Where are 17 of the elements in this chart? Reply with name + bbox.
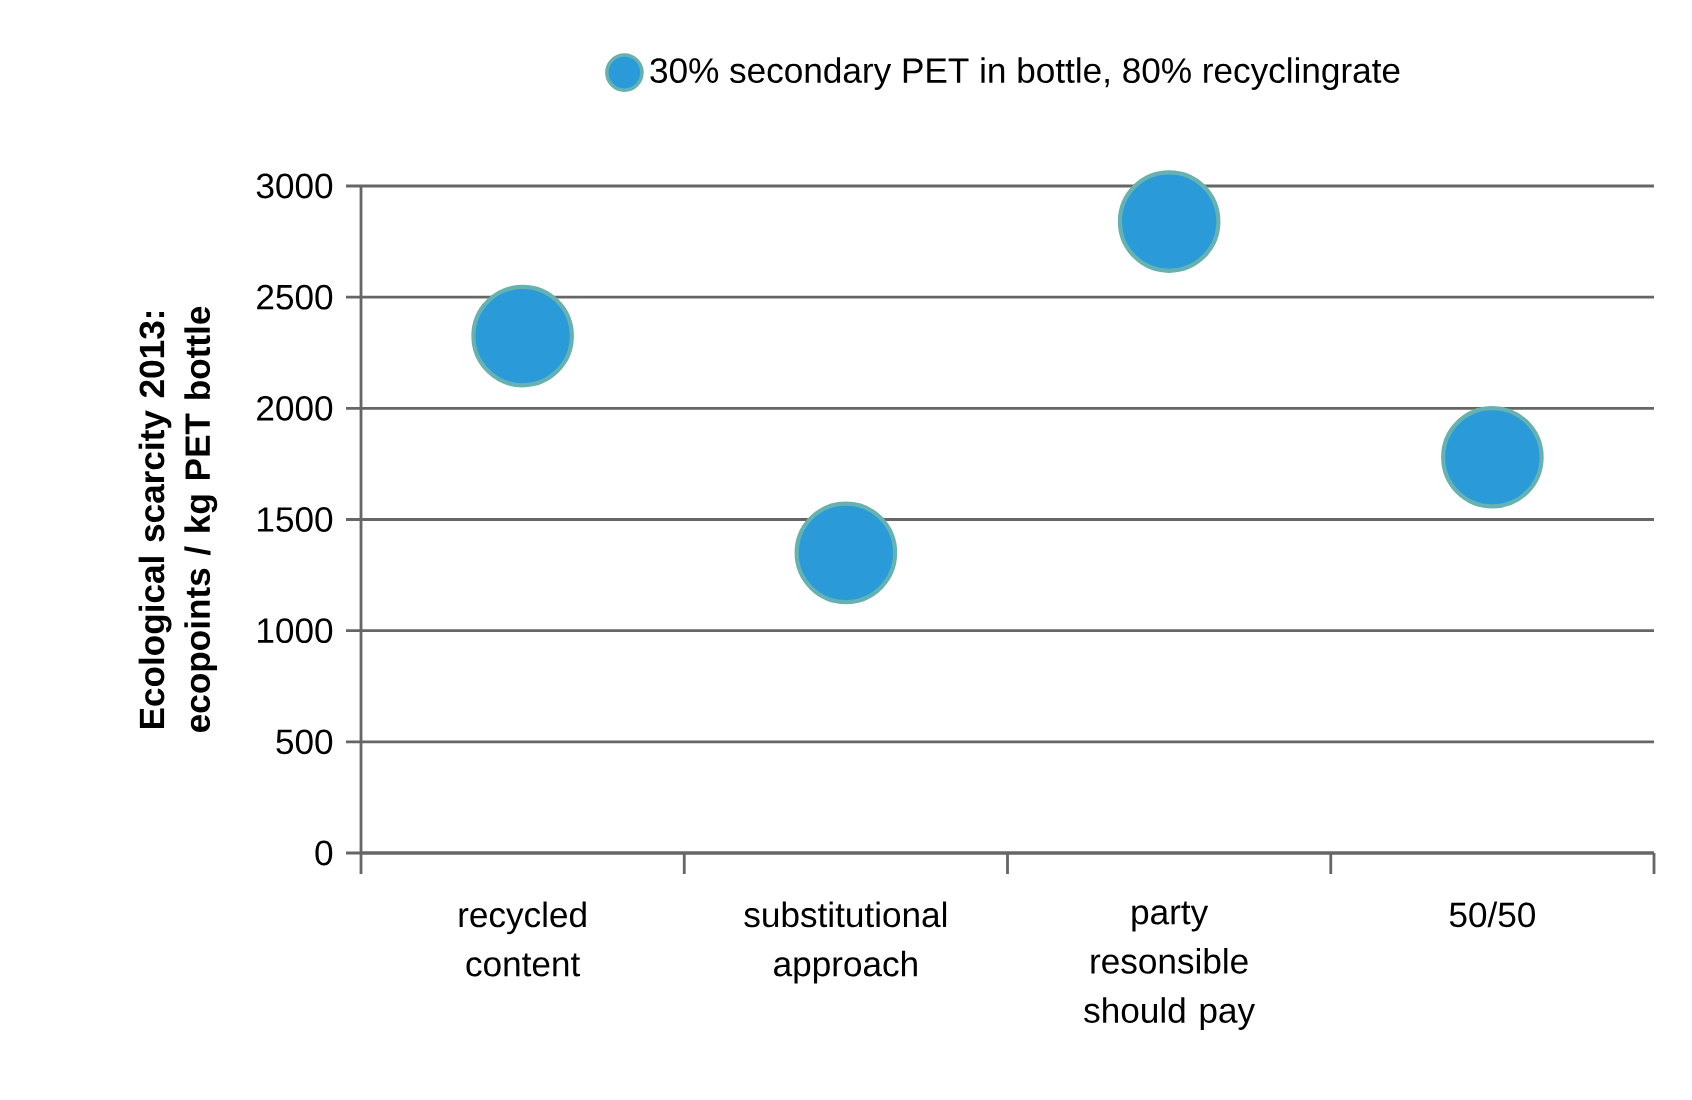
y-tick-label: 2500 — [257, 284, 333, 310]
y-tick-label: 3000 — [256, 173, 333, 199]
point — [1441, 405, 1544, 509]
y-axis-title: Ecological scarcity 2013: ecopoints / kg PET bottle — [138, 306, 218, 732]
y-tick-label: 1000 — [258, 618, 333, 644]
y-tick-label: 2000 — [257, 395, 333, 421]
x-tick-label: recycled content — [459, 901, 586, 977]
point — [794, 501, 898, 605]
x-tick-label: 50/50 — [1449, 901, 1535, 928]
x-tick-label: substitutional approach — [744, 901, 947, 984]
legend-label: 30% secondary PET in bottle, 80% recyclingrate — [650, 57, 1400, 90]
y-tick-label: 1500 — [258, 507, 333, 532]
y-tick-label: 0 — [315, 840, 333, 866]
x-tick-label: party resonsible should pay — [1084, 901, 1256, 1030]
y-tick-label: 500 — [276, 729, 333, 755]
point — [471, 284, 574, 388]
point — [1117, 170, 1221, 273]
